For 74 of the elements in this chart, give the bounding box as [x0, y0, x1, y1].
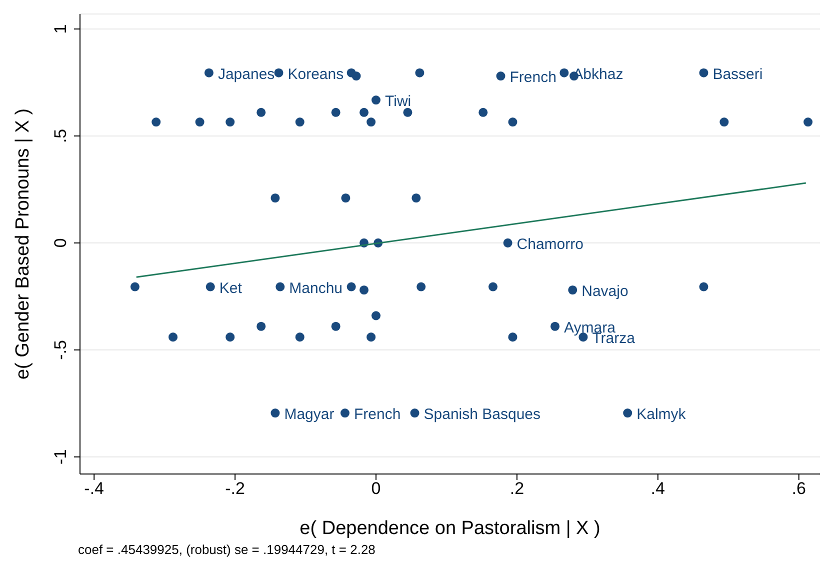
annotation: Navajo — [582, 283, 628, 300]
point — [226, 332, 235, 342]
x-tick-label: .6 — [792, 479, 806, 498]
y-tick-label: 1 — [51, 24, 70, 34]
annotation: Japanes — [218, 66, 275, 83]
y-tick-label: -.5 — [51, 340, 70, 360]
point — [195, 118, 204, 127]
point — [340, 408, 350, 418]
point — [410, 408, 420, 418]
point — [270, 193, 280, 203]
point — [403, 108, 412, 117]
point — [274, 68, 284, 78]
x-tick-label: .2 — [510, 479, 524, 498]
y-tick-label: .5 — [51, 128, 70, 144]
point — [412, 193, 421, 203]
x-tick-label: .4 — [650, 479, 665, 498]
point — [699, 68, 708, 78]
point — [352, 72, 361, 81]
point — [371, 311, 381, 320]
point — [508, 332, 518, 342]
point — [256, 322, 266, 331]
point — [204, 68, 214, 78]
point — [508, 118, 518, 127]
point — [295, 332, 304, 342]
point — [416, 282, 426, 292]
point — [560, 68, 569, 78]
point — [360, 108, 369, 117]
x-tick-label: 0 — [371, 479, 381, 498]
point — [360, 285, 369, 295]
point — [550, 322, 560, 331]
annotation: French — [510, 69, 556, 86]
point — [366, 332, 376, 342]
x-tick-label: -.2 — [225, 479, 245, 498]
point — [568, 285, 578, 295]
annotation: Kalmyk — [636, 406, 686, 424]
point — [478, 108, 488, 117]
annotation: French — [354, 406, 401, 424]
point — [720, 118, 729, 127]
point — [331, 108, 340, 117]
point — [206, 282, 215, 292]
x-tick-label: -.4 — [84, 479, 104, 498]
annotation: Koreans — [288, 66, 344, 83]
point — [341, 193, 350, 203]
y-axis-title: e( Gender Based Pronouns | X ) — [12, 108, 34, 380]
point — [503, 238, 512, 248]
point — [152, 118, 161, 127]
point — [623, 408, 632, 418]
annotation: Tiwi — [385, 93, 412, 110]
annotation: Spanish Basques — [424, 406, 541, 424]
annotation: Manchu — [289, 280, 343, 297]
point — [256, 108, 266, 117]
point — [276, 282, 285, 292]
point — [366, 118, 376, 127]
point — [804, 118, 813, 127]
y-tick-label: -1 — [51, 449, 70, 464]
point — [699, 282, 708, 292]
annotation: Basseri — [712, 66, 763, 83]
annotation: Chamorro — [516, 236, 584, 253]
y-tick-label: 0 — [51, 238, 70, 248]
point — [226, 118, 235, 127]
annotation: Magyar — [284, 406, 334, 424]
point — [496, 72, 506, 81]
point — [331, 322, 340, 331]
annotation: Ket — [219, 280, 243, 297]
x-axis-title: e( Dependence on Pastoralism | X ) — [300, 518, 600, 539]
point — [130, 282, 140, 292]
point — [295, 118, 304, 127]
point — [270, 408, 280, 418]
point — [346, 282, 356, 292]
point — [371, 96, 381, 105]
point — [415, 68, 424, 78]
text: coef = .45439925, (robust) se = .19944729, t = 2.28 — [78, 542, 376, 557]
point — [168, 332, 178, 342]
point — [488, 282, 498, 292]
